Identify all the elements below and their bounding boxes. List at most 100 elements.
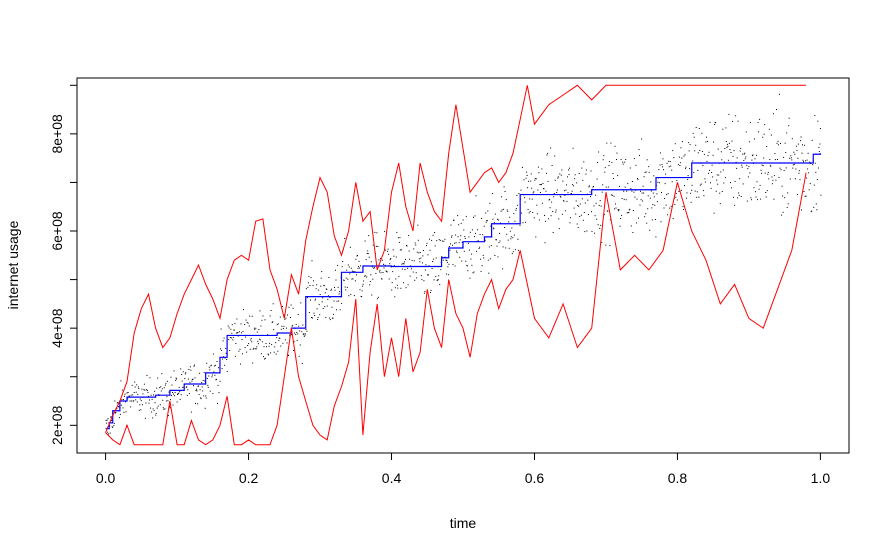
data-point	[697, 169, 699, 171]
data-point	[400, 249, 402, 251]
data-point	[112, 426, 114, 428]
data-point	[744, 158, 746, 160]
data-point	[501, 209, 503, 211]
data-point	[628, 209, 630, 211]
data-point	[515, 208, 517, 210]
data-point	[552, 211, 554, 212]
data-point	[775, 179, 777, 181]
data-point	[301, 363, 303, 364]
data-point	[234, 323, 236, 325]
data-point	[657, 181, 659, 183]
data-point	[474, 215, 476, 217]
data-point	[235, 343, 237, 344]
data-point	[806, 177, 808, 179]
data-point	[717, 148, 719, 150]
data-point	[722, 169, 724, 171]
data-point	[665, 204, 667, 206]
data-point	[255, 348, 257, 350]
data-point	[315, 288, 317, 290]
data-point	[618, 210, 620, 212]
data-point	[406, 244, 407, 246]
data-point	[663, 169, 664, 171]
data-point	[626, 212, 628, 214]
data-point	[647, 208, 649, 210]
data-point	[420, 275, 422, 277]
data-point	[734, 204, 736, 206]
data-point	[154, 402, 156, 404]
data-point	[358, 260, 360, 262]
data-point	[643, 192, 645, 194]
data-point	[576, 182, 578, 184]
data-point	[350, 293, 352, 295]
data-point	[173, 393, 174, 395]
data-point	[498, 219, 499, 221]
data-point	[494, 255, 496, 256]
data-point	[590, 196, 591, 198]
data-point	[294, 332, 296, 334]
data-point	[308, 275, 310, 277]
data-point	[815, 171, 817, 173]
data-point	[165, 400, 167, 402]
data-point	[167, 415, 169, 417]
data-point	[785, 167, 787, 169]
data-point	[343, 280, 345, 282]
data-point	[421, 262, 423, 264]
data-point	[136, 401, 138, 403]
data-point	[630, 188, 632, 190]
data-point	[431, 239, 433, 241]
data-point	[776, 142, 778, 144]
data-point	[779, 93, 780, 95]
data-point	[310, 277, 312, 279]
data-point	[362, 285, 364, 287]
data-point	[521, 212, 522, 214]
data-point	[693, 172, 695, 174]
data-point	[189, 366, 191, 368]
data-point	[178, 392, 180, 394]
data-point	[403, 263, 405, 265]
data-point	[165, 382, 167, 384]
data-point	[143, 383, 145, 385]
data-point	[485, 212, 487, 214]
data-point	[162, 407, 164, 409]
data-point	[111, 426, 113, 428]
data-point	[427, 254, 429, 256]
data-point	[651, 219, 653, 221]
data-point	[671, 169, 673, 171]
x-tick-label: 0.0	[96, 470, 116, 486]
data-point	[506, 209, 508, 211]
data-point	[429, 249, 431, 251]
data-point	[360, 265, 361, 267]
data-point	[303, 333, 305, 335]
data-point	[204, 407, 206, 409]
data-point	[163, 387, 165, 389]
data-point	[756, 181, 758, 183]
data-point	[245, 319, 247, 321]
data-point	[446, 261, 448, 263]
data-point	[145, 402, 147, 404]
data-point	[295, 324, 297, 326]
data-point	[328, 277, 330, 278]
data-point	[810, 211, 812, 213]
data-point	[789, 178, 791, 180]
data-point	[439, 239, 441, 241]
data-point	[668, 160, 670, 162]
data-point	[496, 239, 497, 241]
data-point	[439, 284, 441, 286]
data-point	[751, 155, 753, 157]
data-point	[732, 155, 734, 157]
data-point	[115, 412, 117, 413]
data-point	[320, 277, 322, 279]
data-point	[406, 245, 408, 247]
data-point	[433, 279, 435, 281]
data-point	[519, 224, 521, 226]
data-point	[368, 256, 370, 258]
data-point	[645, 213, 647, 215]
data-point	[147, 391, 149, 393]
data-point	[538, 219, 540, 221]
data-point	[187, 389, 189, 391]
data-point	[574, 178, 576, 180]
data-point	[232, 339, 234, 341]
data-point	[471, 264, 473, 266]
data-point	[575, 200, 577, 202]
data-point	[728, 113, 730, 115]
